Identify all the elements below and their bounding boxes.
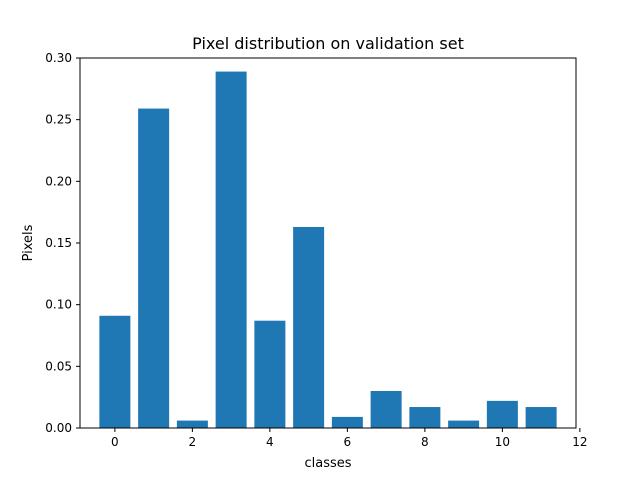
x-tick-label: 12 [572, 435, 587, 449]
bar-class-8 [409, 407, 441, 428]
x-tick-label: 6 [344, 435, 352, 449]
y-tick-label: 0.25 [45, 113, 72, 127]
bar-class-3 [215, 71, 247, 429]
bar-class-11 [525, 407, 557, 428]
bar-class-4 [254, 320, 286, 428]
bar-class-1 [138, 108, 170, 429]
bar-class-0 [99, 315, 131, 428]
bar-class-6 [331, 416, 363, 428]
bar-class-2 [176, 420, 208, 428]
y-tick-label: 0.20 [45, 174, 72, 188]
y-tick-label: 0.30 [45, 51, 72, 65]
x-tick-label: 2 [189, 435, 197, 449]
plot-frame [79, 57, 577, 429]
x-tick-label: 4 [266, 435, 274, 449]
y-axis-ticks: 0.00 0.05 0.10 0.15 0.20 0.25 0.30 [45, 51, 80, 435]
y-tick-label: 0.15 [45, 236, 72, 250]
x-axis-label: classes [304, 456, 351, 471]
chart-title: Pixel distribution on validation set [192, 34, 464, 53]
x-tick-label: 8 [421, 435, 429, 449]
y-tick-label: 0.05 [45, 359, 72, 373]
bar-class-5 [293, 226, 325, 428]
bar-class-7 [370, 391, 402, 428]
bar-class-10 [486, 400, 518, 428]
y-axis-label: Pixels [21, 224, 36, 261]
bar-class-9 [448, 420, 480, 428]
x-tick-label: 10 [495, 435, 510, 449]
x-tick-label: 0 [111, 435, 119, 449]
x-axis-ticks: 0 2 4 6 8 10 12 [111, 428, 588, 449]
bars-group [99, 71, 557, 429]
y-tick-label: 0.00 [45, 421, 72, 435]
y-tick-label: 0.10 [45, 298, 72, 312]
